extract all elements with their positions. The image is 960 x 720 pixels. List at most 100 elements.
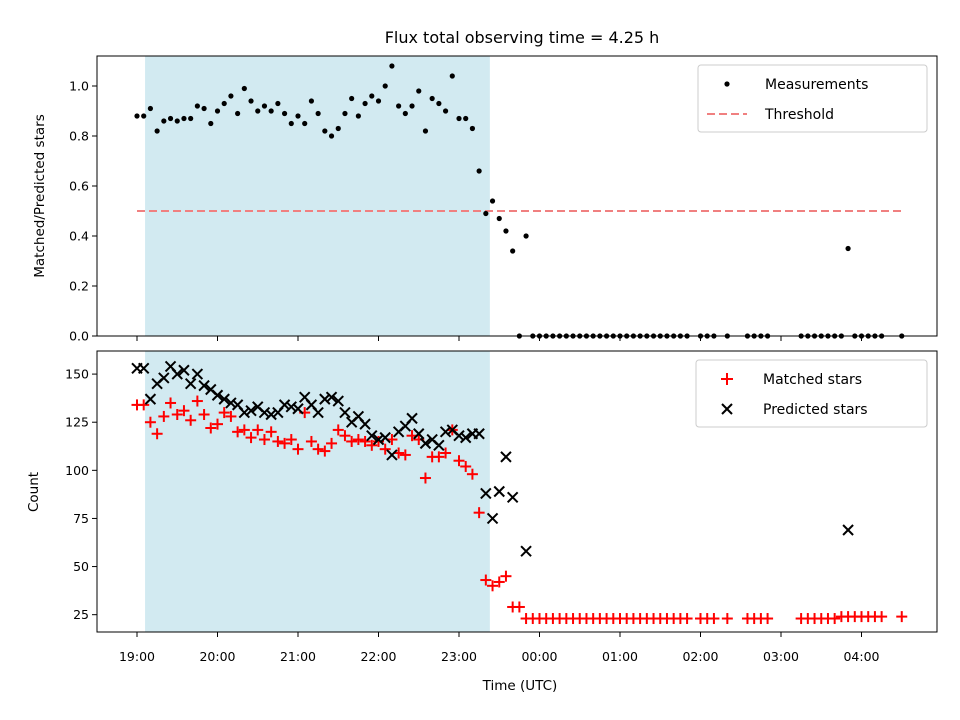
- matched-star-point: [292, 443, 304, 455]
- measurement-point: [335, 125, 341, 132]
- predicted-star-point: [171, 368, 183, 380]
- matched-star-point: [205, 422, 217, 434]
- predicted-star-point: [473, 428, 485, 440]
- measurement-point: [188, 115, 194, 122]
- predicted-star-point: [453, 429, 465, 442]
- measurement-point: [463, 115, 469, 122]
- matched-star-point: [352, 434, 364, 446]
- legend-threshold-label: Threshold: [764, 107, 834, 123]
- matched-star-point: [225, 410, 237, 422]
- measurement-point: [483, 210, 489, 217]
- matched-star-point: [212, 418, 223, 430]
- matched-star-point: [218, 407, 230, 419]
- measurement-point: [288, 120, 294, 127]
- y-tick-label: 50: [73, 559, 89, 574]
- predicted-star-point: [460, 431, 472, 444]
- measurement-point: [510, 248, 516, 254]
- legend-measurements-label: Measurements: [765, 77, 868, 93]
- measurement-point: [255, 108, 261, 114]
- matched-star-point: [158, 410, 170, 422]
- measurement-point: [141, 113, 147, 119]
- measurement-point: [422, 128, 429, 134]
- predicted-star-point: [413, 428, 425, 440]
- y-tick-label: 0.4: [69, 229, 89, 244]
- matched-star-point: [829, 613, 841, 625]
- bottom-axes-frame: [96, 350, 938, 633]
- x-tick-label: 03:00: [763, 649, 799, 664]
- matched-star-point: [493, 576, 505, 588]
- x-axis-label: Time (UTC): [482, 678, 558, 694]
- predicted-star-point: [372, 433, 385, 446]
- predicted-star-point: [178, 364, 190, 376]
- measurement-point: [402, 110, 408, 117]
- measurement-point: [382, 83, 388, 89]
- measurement-point: [201, 105, 207, 112]
- measurement-point: [241, 85, 247, 92]
- predicted-star-point: [312, 406, 324, 419]
- x-tick-label: 23:00: [441, 649, 477, 664]
- measurement-point: [503, 228, 509, 234]
- matched-star-point: [399, 449, 411, 461]
- measurement-point: [181, 115, 187, 122]
- x-tick-label: 00:00: [521, 649, 557, 664]
- measurement-point: [161, 118, 167, 124]
- predicted-star-point: [319, 393, 331, 405]
- y-tick-label: 0.6: [69, 179, 89, 194]
- predicted-star-point: [366, 429, 378, 442]
- bottom-y-ticks: 25 50 75 100 125 150: [65, 367, 97, 622]
- matched-star-point: [473, 507, 485, 519]
- y-tick-label: 0.0: [69, 329, 89, 344]
- predicted-star-point: [480, 487, 492, 500]
- predicted-star-point: [433, 439, 445, 452]
- matched-star-point: [460, 460, 472, 472]
- predicted-star-point: [379, 431, 391, 444]
- matched-star-point: [487, 580, 499, 592]
- x-tick-label: 01:00: [602, 649, 638, 664]
- x-tick-label: 22:00: [360, 649, 396, 664]
- y-tick-label: 0.8: [69, 129, 89, 144]
- x-tick-label: 19:00: [119, 649, 155, 664]
- legend-predicted-marker: [721, 403, 733, 415]
- predicted-star-point: [493, 485, 505, 498]
- top-y-ticks: 0.0 0.2 0.4 0.6 0.8 1.0: [69, 79, 97, 344]
- measurement-point: [194, 103, 200, 109]
- measurement-point: [375, 98, 382, 104]
- y-tick-label: 25: [73, 607, 89, 622]
- matched-star-point: [440, 447, 452, 459]
- matched-star-point: [144, 416, 156, 428]
- matched-star-point: [312, 443, 324, 455]
- bottom-x-ticks: 19:00 20:00 21:00 22:00 23:00 00:00 01:00 02:00…: [119, 632, 880, 664]
- predicted-star-point: [406, 412, 418, 425]
- measurement-point: [396, 103, 402, 109]
- predicted-star-point: [332, 395, 344, 407]
- legend-matched-marker: [721, 373, 733, 385]
- measurement-point: [214, 108, 221, 114]
- measurement-point: [489, 198, 496, 204]
- predicted-stars-points: [131, 360, 854, 557]
- bottom-panel: 25 50 75 100 125 150 19:00 20:00 21:00 22:00 23:0…: [26, 350, 938, 694]
- y-tick-label: 150: [65, 367, 89, 382]
- predicted-star-point: [359, 418, 371, 430]
- matched-star-point: [366, 439, 378, 451]
- predicted-star-point: [238, 406, 251, 419]
- predicted-star-point: [218, 393, 230, 405]
- x-tick-label: 04:00: [843, 649, 879, 664]
- measurement-point: [845, 245, 851, 252]
- y-tick-label: 100: [65, 463, 89, 478]
- top-panel: Flux total observing time = 4.25 h 0.00.…: [32, 28, 938, 344]
- measurement-point: [295, 113, 301, 119]
- x-tick-label: 21:00: [280, 649, 316, 664]
- bottom-legend: Matched stars Predicted stars: [695, 359, 928, 428]
- y-tick-label: 0.2: [69, 279, 89, 294]
- matched-star-point: [681, 613, 693, 625]
- predicted-star-point: [265, 408, 277, 421]
- x-tick-label: 02:00: [682, 649, 718, 664]
- matched-star-point: [185, 414, 197, 426]
- measurement-point: [275, 100, 281, 107]
- x-tick-label: 20:00: [199, 649, 235, 664]
- predicted-star-point: [285, 401, 297, 413]
- matched-star-point: [165, 397, 177, 409]
- predicted-star-point: [258, 406, 271, 419]
- predicted-star-point: [278, 399, 291, 411]
- predicted-star-point: [191, 368, 204, 380]
